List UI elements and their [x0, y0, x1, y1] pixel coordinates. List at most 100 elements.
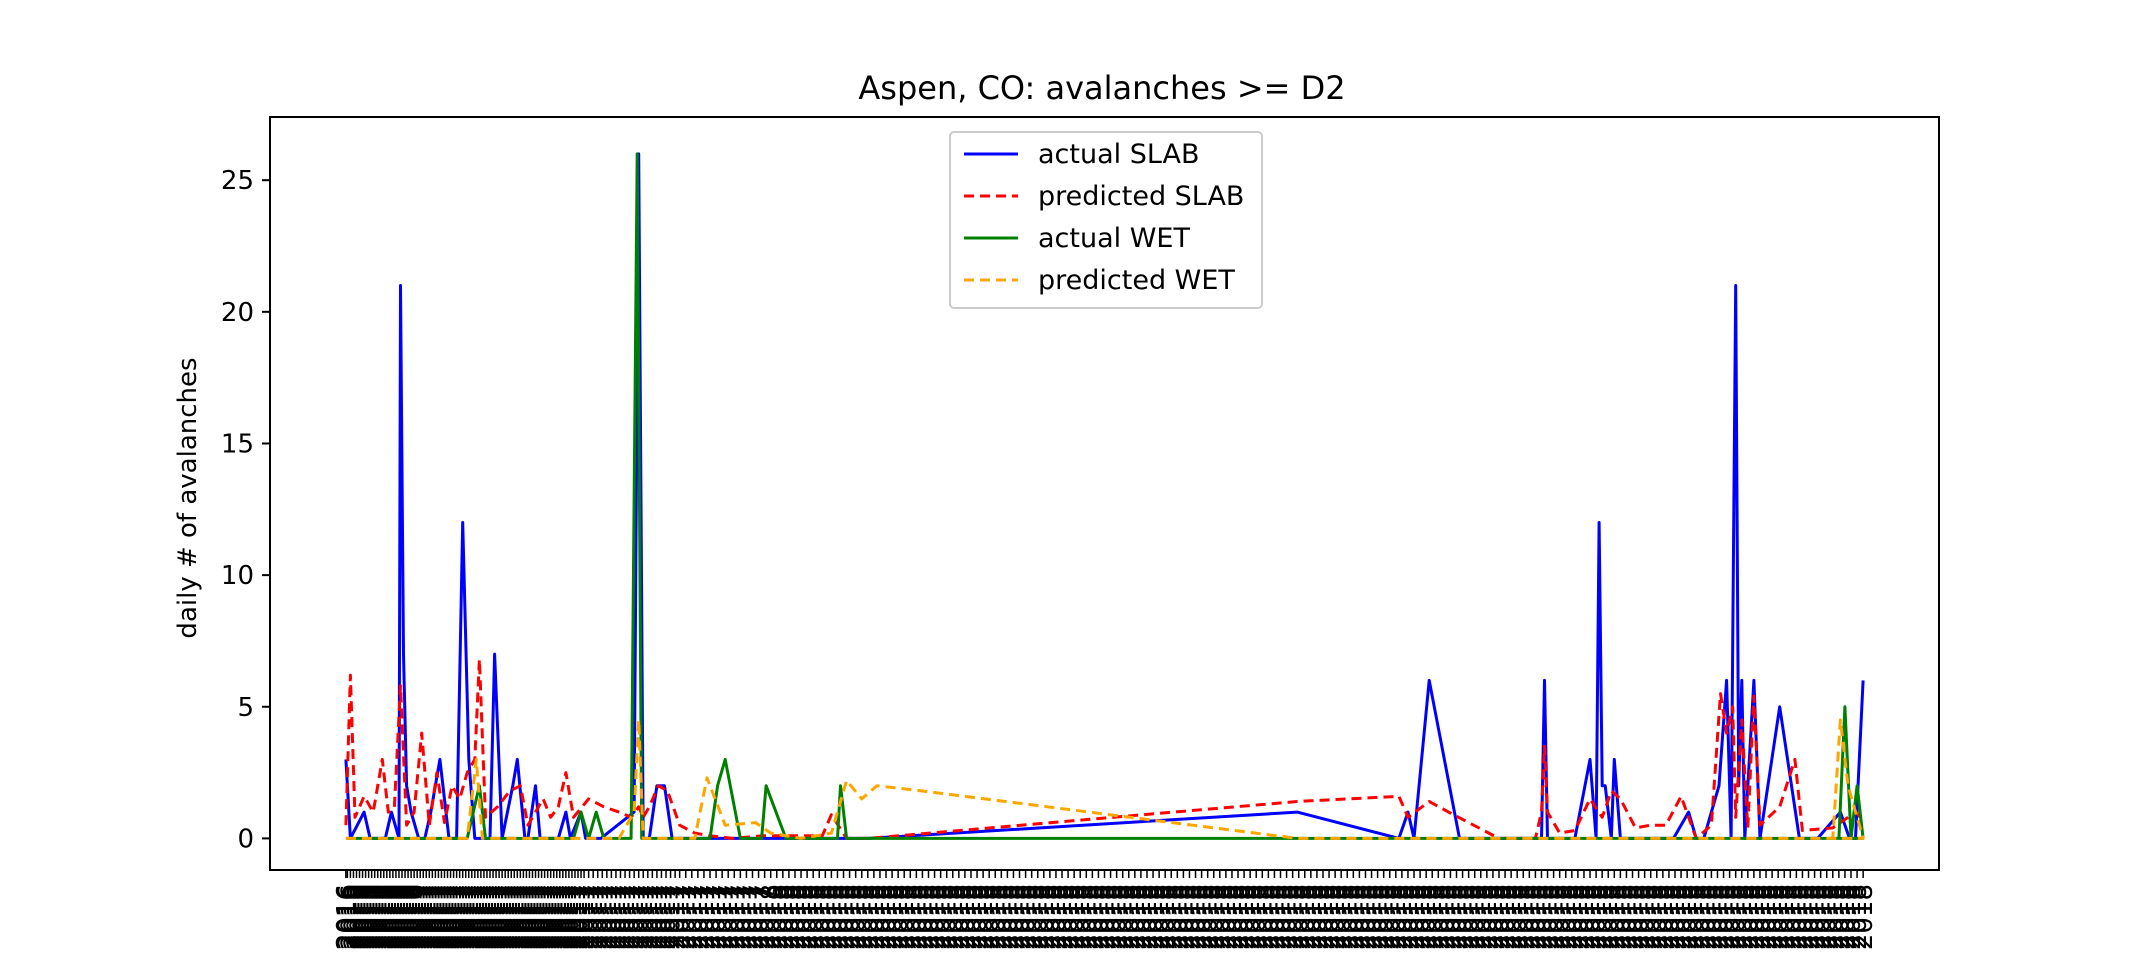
x-tick-label: 2017 [440, 884, 470, 950]
x-tick-label: 2016 [400, 884, 430, 950]
x-tick-label: 2018 [1309, 884, 1339, 950]
x-tick-label: 2018 [805, 884, 835, 950]
x-tick-label: 2018 [1710, 884, 1740, 950]
x-tick-label: 2018 [1491, 884, 1521, 950]
x-tick-label: 2018 [1109, 884, 1139, 950]
x-tick-label: 2017 [409, 884, 439, 950]
x-tick-label: 2018 [1813, 884, 1843, 950]
x-tick-label: 2018 [975, 884, 1005, 950]
x-tick-label: 2018 [1521, 884, 1551, 950]
x-tick-label: 2017 [534, 884, 564, 950]
x-tick-label: 2018 [1254, 884, 1284, 950]
x-tick-label: 2017 [519, 884, 549, 950]
x-tick-label: 2016 [343, 884, 373, 950]
x-tick-label: 2018 [1273, 884, 1303, 950]
x-tick-label: 2017 [455, 884, 485, 950]
x-tick-label: 2018 [1649, 884, 1679, 950]
x-tick-label: 2018 [1801, 884, 1831, 950]
x-tick-label: 2018 [1066, 884, 1096, 950]
x-tick-label: 2018 [1503, 884, 1533, 950]
x-tick-label: 2018 [884, 884, 914, 950]
x-tick-label: 2018 [1722, 884, 1752, 950]
x-tick-label: 2018 [1194, 884, 1224, 950]
x-tick-label: 2018 [830, 884, 860, 950]
y-axis: 0 5 10 15 20 25 [221, 166, 270, 854]
x-tick-label: 2018 [1625, 884, 1655, 950]
x-tick-label: 2018 [866, 884, 896, 950]
x-tick-label: 2017 [491, 884, 521, 950]
legend: actual SLAB predicted SLAB actual WET predi… [949, 131, 1263, 309]
x-tick-label: 2017 [726, 884, 756, 950]
x-tick-label: 2017 [564, 884, 594, 950]
x-tick-label: 2017 [732, 884, 762, 950]
x-tick-label: 2017 [512, 884, 542, 950]
x-tick-label: 2018 [1734, 884, 1764, 950]
x-tick-label: 2017 [428, 884, 458, 950]
x-tick-label: 2018 [878, 884, 908, 950]
y-tick-label: 10 [221, 561, 254, 591]
x-tick-label: 2017 [406, 884, 436, 950]
x-tick-label: 2018 [1400, 884, 1430, 950]
y-tick-label: 15 [221, 429, 254, 459]
x-tick-label: 2018 [1819, 884, 1849, 950]
x-tick-label: 2018 [1339, 884, 1369, 950]
legend-label: predicted SLAB [1038, 181, 1244, 212]
x-tick-label: 2018 [939, 884, 969, 950]
x-tick-label: 2017 [634, 884, 664, 950]
x-tick-label: 2016 [388, 884, 418, 950]
x-tick-label: 2018 [781, 884, 811, 950]
x-tick-label: 2018 [1024, 884, 1054, 950]
x-tick-label: 2017 [412, 884, 442, 950]
x-tick-label: 2018 [1103, 884, 1133, 950]
x-tick-label: 2018 [1436, 884, 1466, 950]
x-tick-label: 2018 [1315, 884, 1345, 950]
x-tick-label: 2018 [933, 884, 963, 950]
legend-label: actual WET [1038, 223, 1190, 254]
x-tick-label: 2018 [793, 884, 823, 950]
x-tick-label: 2018 [1831, 884, 1861, 950]
x-tick-label: 2018 [1048, 884, 1078, 950]
x-tick-label: 2018 [957, 884, 987, 950]
x-tick-label: 2018 [1582, 884, 1612, 950]
x-tick-label: 2017 [482, 884, 512, 950]
x-tick-label: 2018 [1412, 884, 1442, 950]
x-tick-label: 2018 [1685, 884, 1715, 950]
x-tick-label: 2018 [1042, 884, 1072, 950]
x-tick-label: 2017 [437, 884, 467, 950]
x-tick-label: 2017 [522, 884, 552, 950]
x-tick-label: 2018 [1291, 884, 1321, 950]
x-tick-label: 2018 [1297, 884, 1327, 950]
x-tick-label: 2018 [1418, 884, 1448, 950]
x-tick-label: 2016 [391, 884, 421, 950]
x-tick-label: 2018 [1145, 884, 1175, 950]
x-tick-label: 2017 [643, 884, 673, 950]
x-tick-label: 2017 [616, 884, 646, 950]
x-tick-label: 2017 [690, 884, 720, 950]
x-tick-label: 2016 [397, 884, 427, 950]
x-tick-label: 2016 [370, 884, 400, 950]
x-tick-label: 2018 [1054, 884, 1084, 950]
x-tick-label: 2018 [1030, 884, 1060, 950]
x-tick-label: 2017 [588, 884, 618, 950]
x-tick-label: 2018 [890, 884, 920, 950]
x-tick-label: 2017 [424, 884, 454, 950]
x-tick-label: 2018 [1115, 884, 1145, 950]
x-tick-label: 2017 [638, 884, 668, 950]
x-tick-label: 2016 [339, 884, 369, 950]
x-tick-label: 2017 [552, 884, 582, 950]
x-tick-label: 2017 [488, 884, 518, 950]
x-tick-label: 2016 [336, 884, 366, 950]
x-tick-label: 2018 [1667, 884, 1697, 950]
x-tick-label: 2017 [458, 884, 488, 950]
x-tick-label: 2018 [1157, 884, 1187, 950]
x-tick-label: 2018 [1515, 884, 1545, 950]
y-axis-label: daily # of avalanches [173, 357, 203, 638]
x-tick-label: 2018 [1588, 884, 1618, 950]
x-tick-label: 2018 [1121, 884, 1151, 950]
x-tick-label: 2018 [1764, 884, 1794, 950]
x-tick-label: 2018 [1497, 884, 1527, 950]
x-tick-label: 2018 [1643, 884, 1673, 950]
x-tick-label: 2018 [1631, 884, 1661, 950]
x-tick-label: 2018 [1188, 884, 1218, 950]
x-tick-label: 2017 [561, 884, 591, 950]
